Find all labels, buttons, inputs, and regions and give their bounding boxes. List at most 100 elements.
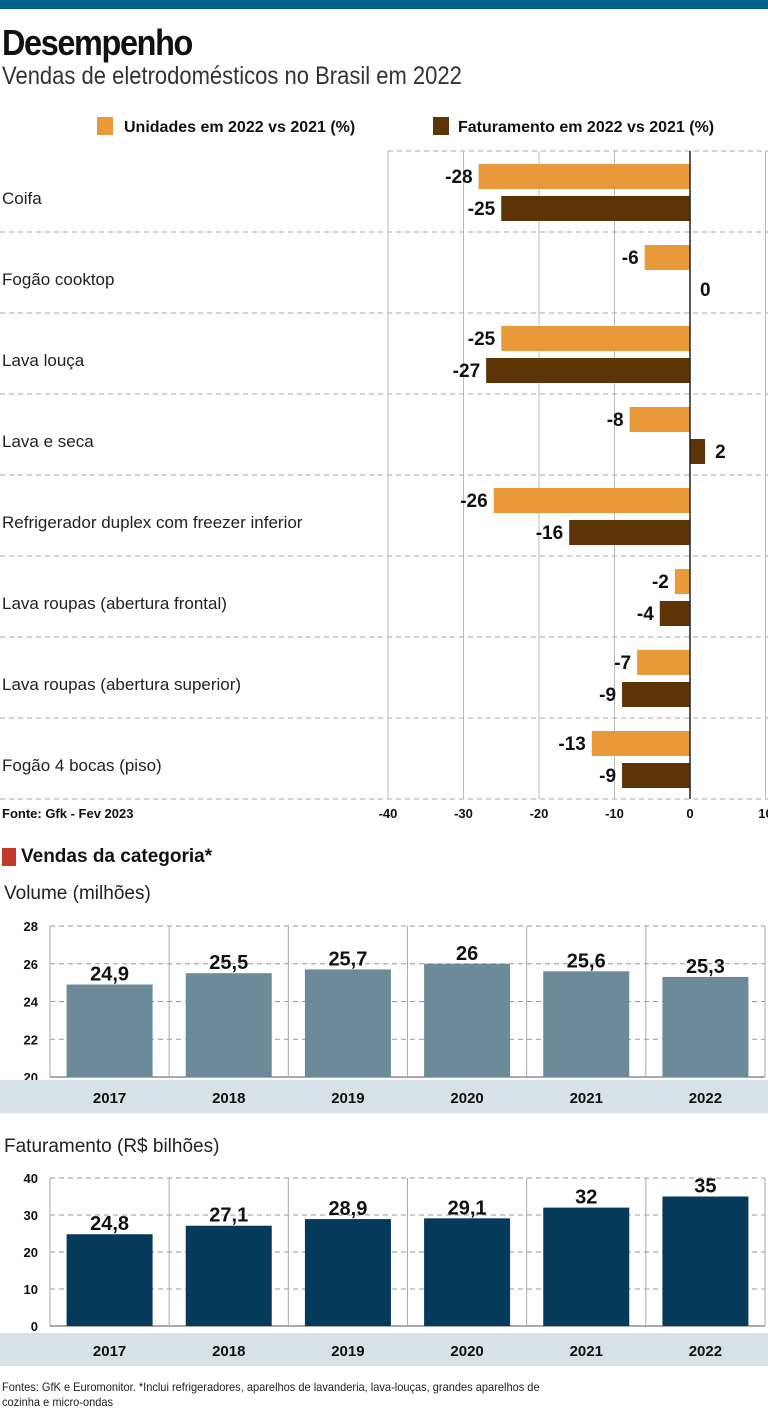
data-label: -2 [652, 572, 669, 593]
volume-y-tick: 28 [24, 919, 38, 934]
section-header: Vendas da categoria* [2, 846, 212, 868]
revenue-x-label: 2017 [93, 1343, 126, 1360]
revenue-data-label: 32 [575, 1187, 597, 1209]
revenue-y-tick: 0 [31, 1319, 38, 1334]
data-label: -26 [460, 491, 487, 512]
category-label: Coifa [2, 189, 42, 208]
data-label: -25 [468, 329, 496, 350]
x-tick-label: -30 [454, 806, 473, 821]
category-label: Fogão cooktop [2, 270, 114, 289]
bar-units [637, 650, 690, 675]
source-label: Fonte: Gfk - Fev 2023 [2, 806, 133, 821]
legend-swatch-units [97, 117, 113, 135]
data-label: -6 [622, 248, 639, 269]
category-label: Fogão 4 bocas (piso) [2, 756, 162, 775]
data-label: -8 [607, 410, 624, 431]
volume-bar [185, 973, 272, 1077]
x-tick-label: -40 [379, 806, 398, 821]
section-marker [2, 848, 16, 866]
data-label: -28 [445, 167, 472, 188]
data-label: 0 [700, 280, 711, 301]
bar-units [493, 488, 690, 513]
bar-revenue [622, 682, 690, 707]
volume-bar [662, 976, 749, 1077]
bar-units [478, 164, 690, 189]
volume-data-label: 25,7 [328, 948, 367, 970]
volume-data-label: 25,5 [209, 952, 248, 974]
volume-y-tick: 26 [24, 957, 38, 972]
revenue-bar [304, 1219, 391, 1326]
volume-x-label: 2019 [331, 1090, 364, 1107]
legend-label-revenue: Faturamento em 2022 vs 2021 (%) [458, 119, 714, 136]
bar-units [644, 245, 690, 270]
revenue-data-label: 28,9 [328, 1198, 367, 1220]
volume-bar [424, 963, 511, 1077]
bar-units [674, 569, 690, 594]
revenue-bar [543, 1207, 630, 1326]
bar-units [501, 326, 690, 351]
bar-revenue [501, 196, 690, 221]
volume-y-tick: 22 [24, 1032, 38, 1047]
legend-label-units: Unidades em 2022 vs 2021 (%) [124, 119, 355, 136]
bar-units [591, 731, 690, 756]
revenue-bar [185, 1225, 272, 1326]
page-subtitle: Vendas de eletrodomésticos no Brasil em … [2, 62, 462, 90]
page-title: Desempenho [2, 22, 193, 63]
volume-x-label: 2018 [212, 1090, 245, 1107]
revenue-data-label: 24,8 [90, 1213, 129, 1235]
top-bar [0, 0, 768, 9]
data-label: -7 [614, 653, 631, 674]
volume-bar [543, 971, 630, 1077]
revenue-bar [662, 1196, 749, 1326]
revenue-y-tick: 40 [24, 1171, 38, 1186]
volume-x-label: 2021 [570, 1090, 603, 1107]
revenue-category-band [0, 1333, 768, 1366]
category-label: Refrigerador duplex com freezer inferior [2, 513, 303, 532]
data-label: -9 [599, 766, 616, 787]
revenue-data-label: 27,1 [209, 1205, 248, 1227]
data-label: -9 [599, 685, 616, 706]
revenue-x-label: 2020 [450, 1343, 483, 1360]
revenue-bar [66, 1234, 153, 1326]
volume-data-label: 26 [456, 943, 478, 965]
data-label: 2 [715, 442, 726, 463]
revenue-y-tick: 30 [24, 1208, 38, 1223]
category-label: Lava louça [2, 351, 85, 370]
data-label: -13 [558, 734, 585, 755]
volume-data-label: 25,6 [567, 950, 606, 972]
revenue-data-label: 35 [694, 1176, 716, 1198]
x-tick-label: 10 [758, 806, 768, 821]
revenue-x-label: 2019 [331, 1343, 364, 1360]
category-label: Lava e seca [2, 432, 94, 451]
volume-bar [66, 984, 153, 1077]
bar-units [629, 407, 690, 432]
data-label: -16 [536, 523, 563, 544]
volume-data-label: 24,9 [90, 964, 129, 986]
volume-x-label: 2017 [93, 1090, 126, 1107]
data-label: -25 [468, 199, 496, 220]
volume-bar [304, 969, 391, 1077]
revenue-bar [424, 1218, 511, 1326]
volume-x-label: 2022 [689, 1090, 722, 1107]
volume-y-tick: 24 [24, 995, 39, 1010]
bar-revenue [690, 439, 706, 464]
volume-category-band [0, 1080, 768, 1113]
revenue-x-label: 2022 [689, 1343, 722, 1360]
x-tick-label: -10 [605, 806, 624, 821]
legend-swatch-revenue [433, 117, 449, 135]
data-label: -4 [637, 604, 654, 625]
category-label: Lava roupas (abertura superior) [2, 675, 241, 694]
bar-revenue [486, 358, 690, 383]
volume-data-label: 25,3 [686, 956, 725, 978]
section-title: Vendas da categoria* [21, 846, 213, 867]
bar-revenue [659, 601, 690, 626]
revenue-x-label: 2018 [212, 1343, 245, 1360]
bar-revenue [569, 520, 690, 545]
data-label: -27 [453, 361, 480, 382]
revenue-data-label: 29,1 [448, 1197, 487, 1219]
footnote: Fontes: GfK e Euromonitor. *Inclui refri… [2, 1380, 540, 1409]
volume-chart-title: Volume (milhões) [4, 883, 151, 904]
revenue-y-tick: 20 [24, 1245, 38, 1260]
x-tick-label: 0 [686, 806, 693, 821]
